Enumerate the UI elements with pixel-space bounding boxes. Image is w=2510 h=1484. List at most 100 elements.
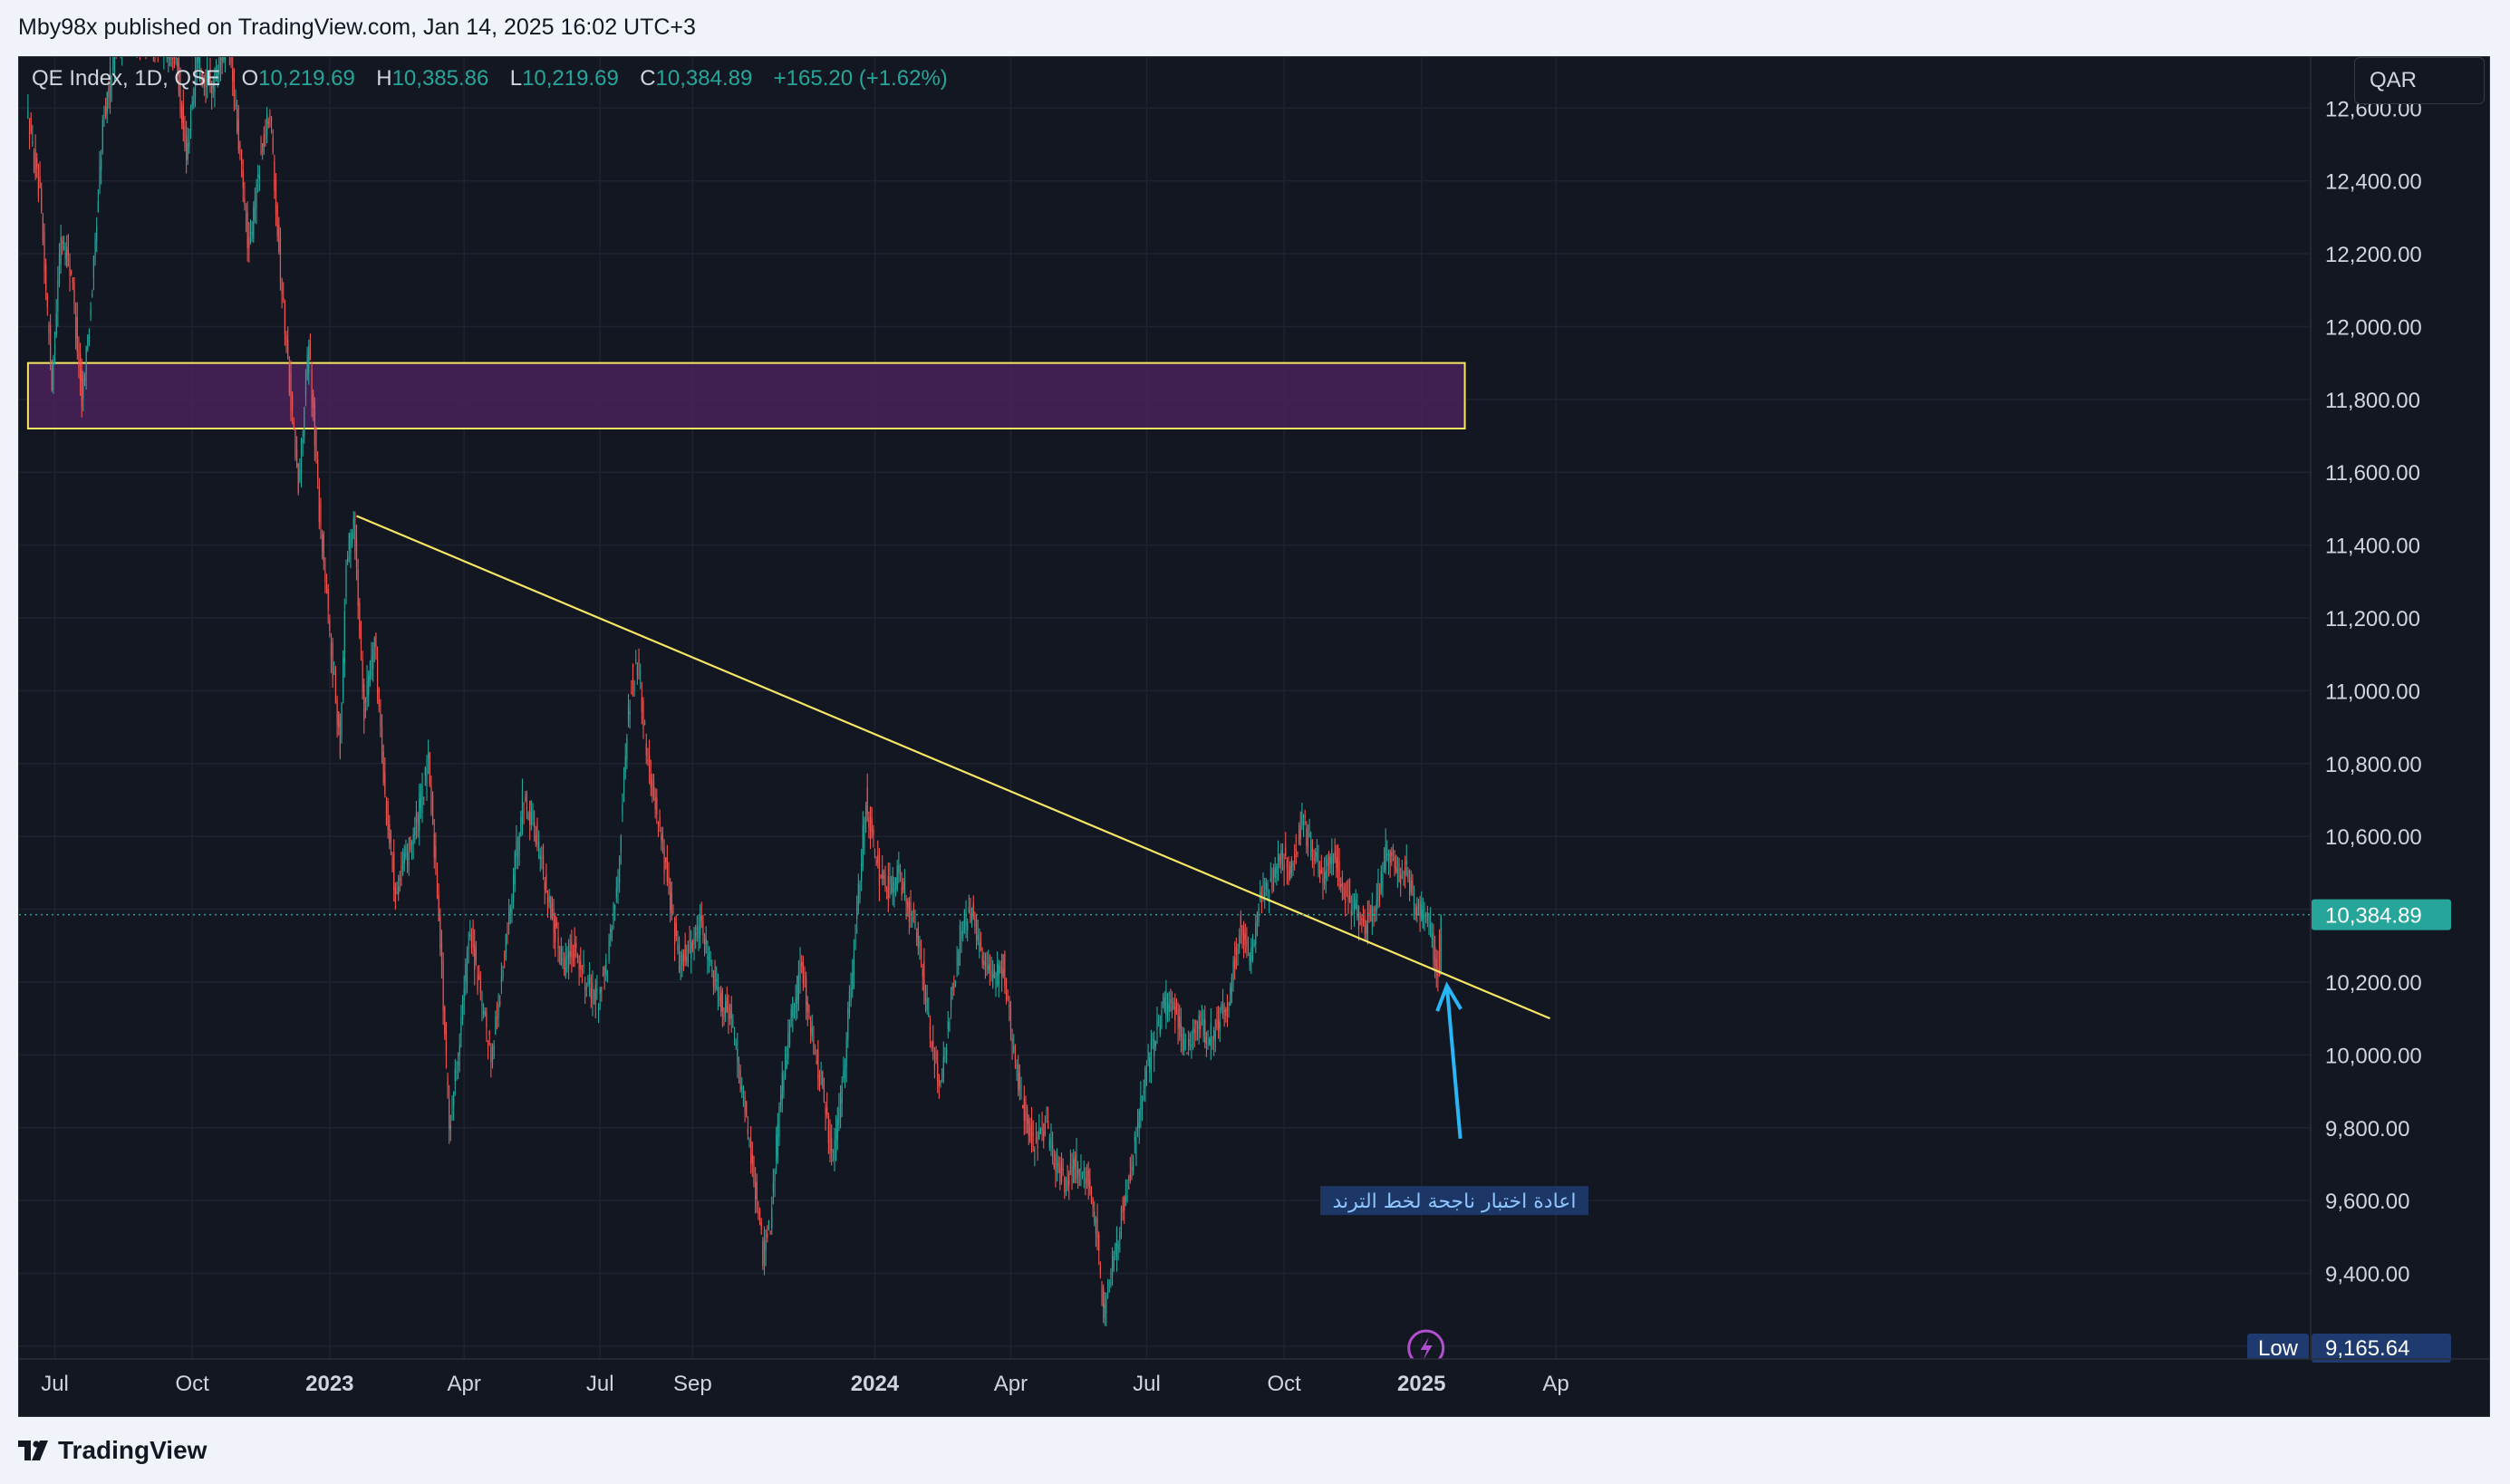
candle-body [105, 107, 107, 116]
candle-body [1383, 860, 1385, 872]
candle-body [995, 972, 997, 989]
candle-body [1170, 999, 1172, 1004]
candle-body [717, 985, 719, 996]
candle-body [483, 1009, 485, 1015]
candle-body [767, 1220, 770, 1229]
candle-body [856, 907, 858, 920]
candle-body [1316, 852, 1318, 861]
price-tick-label: 9,400.00 [2325, 1263, 2409, 1287]
candle-body [387, 801, 389, 831]
candle-body [1207, 1033, 1209, 1036]
candle-body [914, 921, 916, 927]
candle-body [232, 68, 234, 82]
time-tick-label: Apr [448, 1372, 481, 1396]
candle-body [341, 703, 343, 737]
candle-body [804, 976, 806, 978]
chart-pane[interactable]: اعادة اختبار ناجحة لخط الترند 9,200.009,… [18, 56, 2490, 1417]
candle-body [218, 57, 220, 75]
candle-body [389, 824, 391, 844]
candle-body [716, 978, 718, 982]
time-tick-label: Oct [176, 1372, 210, 1396]
candle-body [1244, 933, 1246, 940]
candle-body [929, 1022, 932, 1039]
candle-body [433, 833, 435, 858]
candle-body [1105, 1296, 1107, 1315]
candle-body [283, 297, 285, 300]
candle-body [1195, 1020, 1197, 1026]
price-chart[interactable]: اعادة اختبار ناجحة لخط الترند 9,200.009,… [19, 57, 2490, 1417]
candle-body [186, 136, 188, 160]
candle-body [956, 961, 958, 963]
candle-body [200, 73, 202, 76]
candle-body [71, 271, 72, 275]
candle-body [1340, 883, 1342, 888]
time-axis-panel[interactable]: Jul Oct 2023 Apr Jul Sep 2024 Apr Jul Oct 2025 Ap [19, 1358, 2490, 1417]
candle-body [219, 57, 222, 68]
candle-body [787, 1031, 789, 1059]
candle-body [1422, 909, 1424, 929]
candle-body [751, 1154, 753, 1164]
candle-body [584, 987, 586, 991]
candle-body [712, 971, 715, 987]
candle-body [1053, 1163, 1055, 1167]
price-axis-panel[interactable]: 9,200.009,400.009,600.009,800.0010,000.0… [2247, 57, 2490, 1417]
candle-body [723, 1007, 725, 1017]
candle-body [465, 964, 467, 982]
candle-body [166, 57, 168, 58]
candle-body [714, 965, 716, 989]
candle-body [671, 892, 672, 913]
candle-body [466, 949, 468, 986]
candle-body [1182, 1033, 1183, 1051]
candle-body [1221, 1005, 1224, 1016]
candle-body [34, 149, 36, 177]
candle-body [182, 103, 184, 130]
candle-body [348, 533, 350, 550]
candle-body [1357, 906, 1360, 929]
candle-body [1060, 1161, 1063, 1182]
candle-body [385, 800, 388, 825]
candle-body [516, 850, 519, 859]
candle-body [324, 570, 326, 583]
candle-body [559, 952, 561, 954]
candle-body [64, 252, 66, 259]
candle-body [695, 932, 697, 936]
candle-body [1183, 1039, 1185, 1051]
candle-body [526, 806, 528, 810]
candle-body [959, 925, 961, 950]
candle-body [1071, 1167, 1073, 1177]
candle-body [1285, 847, 1287, 856]
candle-body [940, 1080, 941, 1084]
candle-body [1189, 1040, 1191, 1042]
candle-body [1301, 812, 1303, 826]
candle-body [424, 767, 426, 776]
candle-body [426, 767, 428, 786]
candle-body [823, 1086, 825, 1103]
candle-body [539, 854, 541, 860]
candle-body [954, 980, 957, 984]
candle-body [710, 959, 711, 962]
candle-body [816, 1060, 817, 1064]
candle-body [88, 330, 91, 342]
candle-body [287, 339, 289, 358]
candle-body [763, 1239, 766, 1266]
candle-body [739, 1070, 741, 1090]
candle-body [94, 239, 96, 257]
candle-body [1018, 1072, 1020, 1093]
candle-body [317, 458, 319, 478]
candle-body [1150, 1040, 1153, 1070]
candle-body [910, 901, 912, 915]
candle-body [1055, 1153, 1057, 1171]
candle-body [1243, 929, 1245, 945]
tradingview-brand[interactable]: TradingView [18, 1435, 207, 1466]
currency-selector[interactable]: QAR [2354, 57, 2485, 104]
candle-body [705, 939, 707, 945]
candle-body [862, 824, 864, 866]
arrow-head [1435, 981, 1463, 1012]
candle-body [666, 858, 668, 882]
candle-body [106, 92, 108, 114]
candle-body [66, 246, 68, 267]
candle-body [58, 254, 61, 284]
candle-body [1117, 1244, 1119, 1249]
candle-body [999, 967, 1001, 973]
candle-body [1431, 934, 1433, 940]
